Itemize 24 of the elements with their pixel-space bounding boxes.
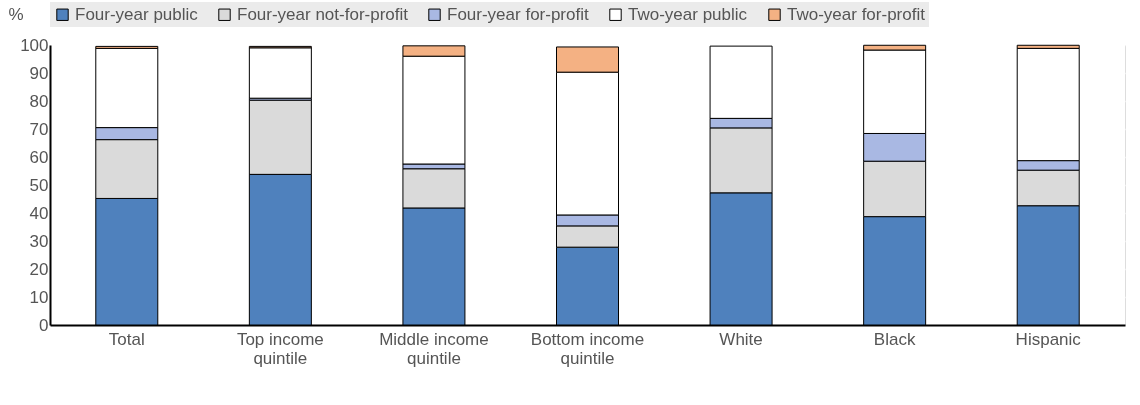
y-tick-label: 40 [29,203,49,223]
x-tick-label: Total [108,329,145,349]
y-tick-label: 80 [29,91,49,111]
y-tick-label: 0 [39,315,49,335]
y-tick-label: 60 [29,147,49,167]
legend-label: Four-year not-for-profit [237,4,409,24]
y-tick-label: 50 [29,175,49,195]
x-tick-label: Middle income quintile [379,329,489,368]
legend-label: Four-year public [75,4,199,24]
y-tick-label: 70 [29,119,49,139]
x-tick-label: Top income quintile [236,329,324,368]
y-axis-title: % [8,4,24,24]
x-tick-label: Black [873,329,916,349]
x-tick-label: Hispanic [1015,329,1082,349]
legend-label: Two-year public [628,4,748,24]
legend-label: Four-year for-profit [447,4,589,24]
x-tick-label: White [719,329,763,349]
y-tick-label: 90 [29,63,49,83]
y-tick-label: 100 [20,35,49,55]
y-tick-label: 30 [29,231,49,251]
y-tick-label: 20 [29,259,49,279]
legend-label: Two-year for-profit [787,4,926,24]
x-tick-label: Bottom income quintile [530,329,645,368]
y-tick-label: 10 [29,287,49,307]
